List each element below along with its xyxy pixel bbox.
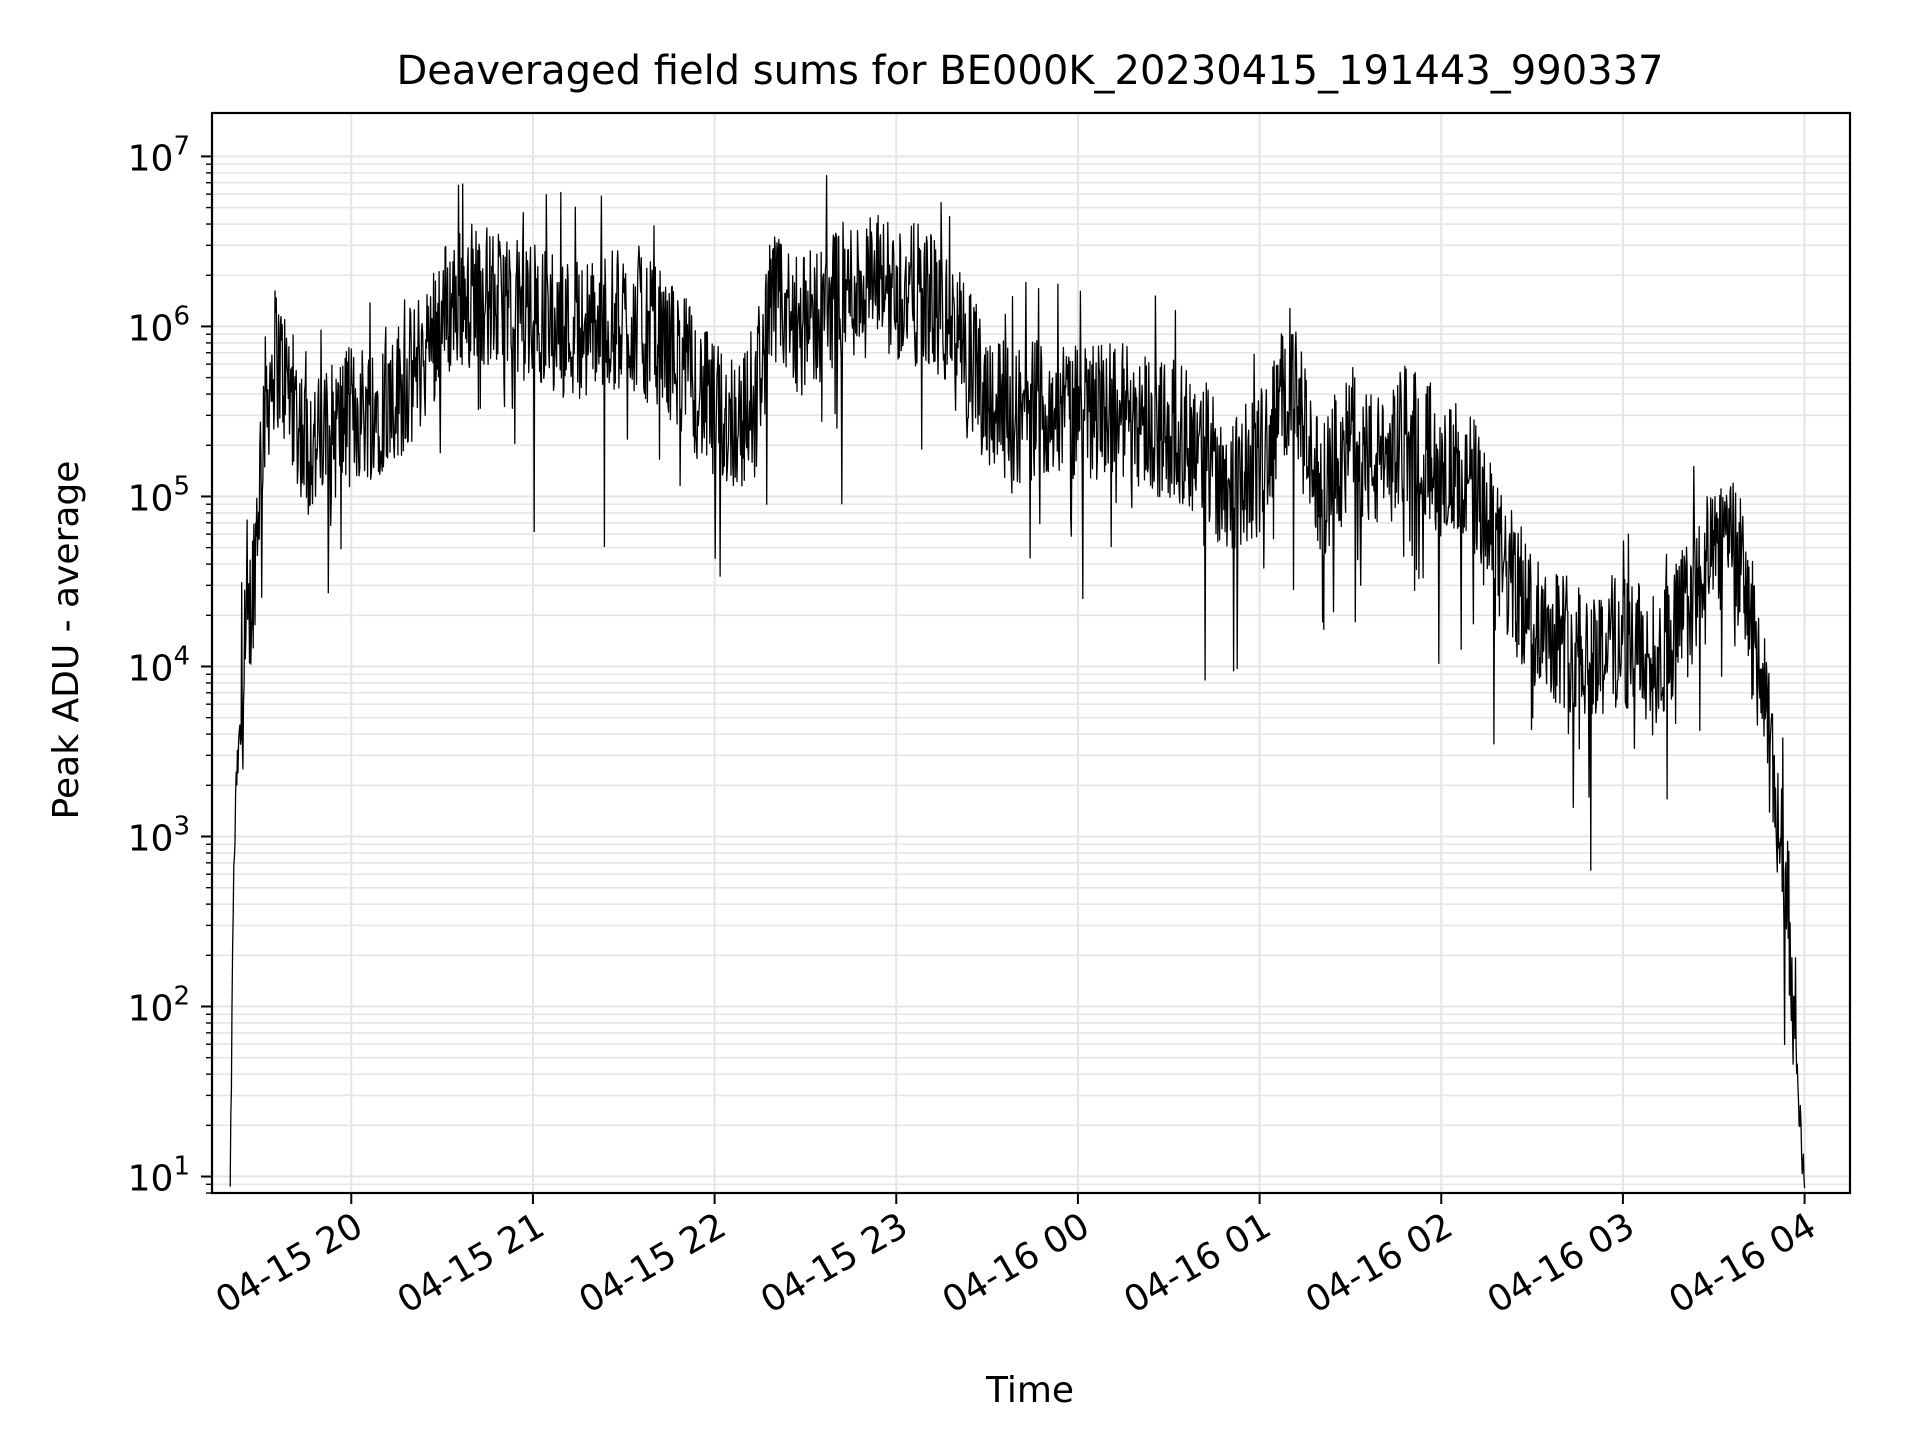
- x-axis-label: Time: [985, 1370, 1074, 1411]
- series-line: [229, 175, 1806, 1189]
- x-tick-label: 04-15 21: [391, 1205, 552, 1321]
- y-tick-label: 101: [128, 1152, 190, 1200]
- y-tick-label: 104: [128, 641, 190, 689]
- x-tick-label: 04-15 20: [209, 1205, 370, 1321]
- y-tick-label: 107: [128, 131, 190, 179]
- x-tick-label: 04-15 22: [572, 1205, 733, 1321]
- chart-title: Deaveraged field sums for BE000K_2023041…: [397, 48, 1664, 94]
- y-tick-label: 103: [128, 811, 190, 859]
- data-layer: [229, 175, 1806, 1189]
- x-tick-label: 04-16 03: [1481, 1205, 1642, 1321]
- x-tick-label: 04-15 23: [754, 1205, 915, 1321]
- x-tick-label: 04-16 02: [1299, 1205, 1460, 1321]
- x-tick-label: 04-16 01: [1117, 1205, 1278, 1321]
- y-axis-label: Peak ADU - average: [46, 461, 87, 820]
- x-tick-label: 04-16 00: [936, 1205, 1097, 1321]
- y-tick-label: 105: [128, 471, 190, 519]
- y-tick-label: 106: [128, 301, 190, 349]
- x-tick-label: 04-16 04: [1662, 1205, 1823, 1321]
- plot-frame: [210, 111, 1852, 1195]
- y-tick-label: 102: [128, 982, 190, 1030]
